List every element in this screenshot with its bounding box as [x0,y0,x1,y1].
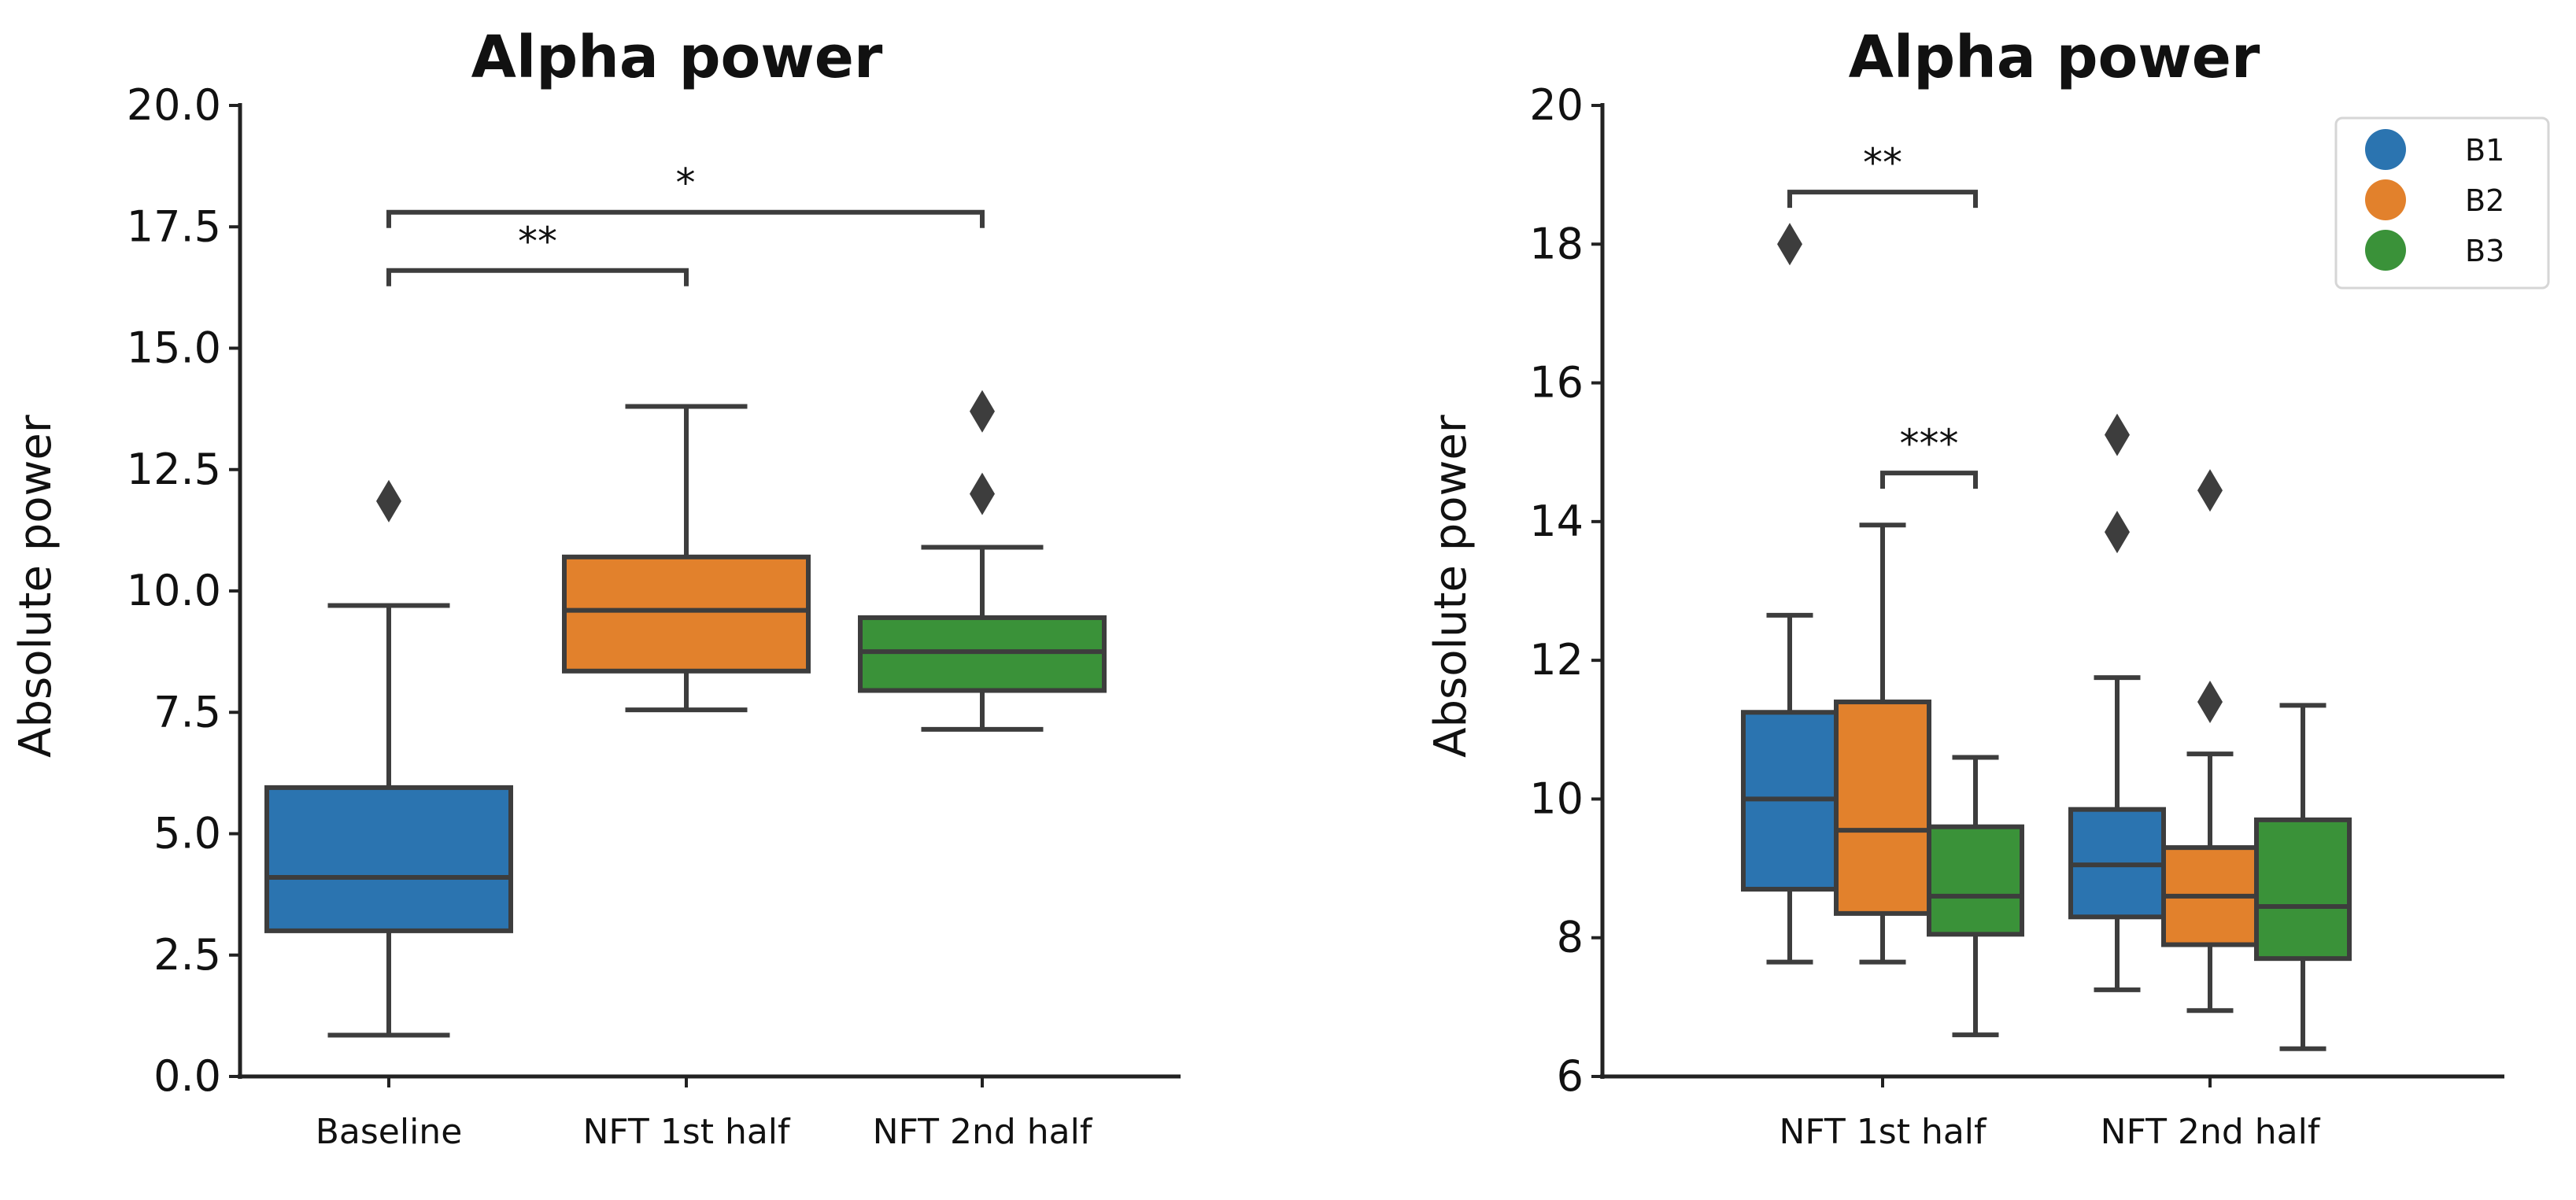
right-y-tick-label: 12 [1529,635,1584,685]
left-y-tick-label: 2.5 [153,930,221,980]
left-y-tick-label: 10.0 [127,566,221,615]
right-chart-title: Alpha power [1849,24,2260,91]
left-y-tick-label: 20.0 [127,80,221,130]
left-chart-title: Alpha power [471,24,883,91]
right-y-axis-label: Absolute power [1425,414,1476,758]
right-x-tick-label: NFT 1st half [1779,1112,1987,1152]
left-y-tick-label: 0.0 [153,1051,221,1101]
legend-label-B2: B2 [2465,183,2504,218]
right-significance-bracket [1880,471,1978,489]
left-y-tick-label: 17.5 [127,201,221,251]
right-significance-label: ** [1863,140,1902,186]
left-y-tick-label: 12.5 [127,445,221,494]
right-y-tick-label: 8 [1557,913,1584,962]
right-y-tick-label: 20 [1529,80,1584,130]
right-x-tick-label: NFT 2nd half [2101,1112,2321,1152]
left-x-tick-label: Baseline [316,1112,463,1152]
right-B2-box-1-outlier-1 [2197,469,2223,512]
left-significance-bracket [386,268,689,286]
right-B1-box-1-outlier-0 [2105,511,2130,554]
right-B3-box-0-box [1927,824,2024,937]
right-y-tick-label: 6 [1557,1051,1584,1101]
right-y-tick-label: 16 [1529,358,1584,408]
chart-marks: 0.0 2.5 5.0 7.5 10.0 12.5 15.0 17.5 20.0 Baseline… [127,80,2550,1152]
legend-marker-B3 [2365,230,2406,271]
legend-marker-B1 [2365,129,2406,170]
left-box-0-box [264,785,513,933]
right-B2-box-0-box [1834,700,1931,916]
legend-marker-B2 [2365,179,2406,220]
right-y-tick-label: 10 [1529,774,1584,823]
left-box-2-box [858,615,1107,693]
right-B1-box-0-outlier-0 [1777,223,1802,266]
right-y-tick-label: 14 [1529,497,1584,546]
left-y-axis-label: Absolute power [10,414,61,758]
left-y-tick-label: 5.0 [153,809,221,858]
right-B3-box-1-box [2254,817,2352,962]
left-y-tick-label: 15.0 [127,323,221,373]
right-y-tick-label: 18 [1529,219,1584,268]
left-x-tick-label: NFT 1st half [582,1112,791,1152]
left-y-tick-label: 7.5 [153,687,221,737]
left-box-2-outlier-1 [970,390,995,433]
right-significance-label: *** [1900,421,1959,467]
left-box-1-box [562,554,811,674]
left-significance-label: ** [518,219,557,264]
left-box-0-outlier-0 [376,479,401,522]
left-significance-bracket [386,209,985,228]
left-x-tick-label: NFT 2nd half [873,1112,1093,1152]
legend-label-B1: B1 [2465,133,2504,168]
legend-label-B3: B3 [2465,234,2504,268]
right-B2-box-1-outlier-0 [2197,681,2223,724]
left-box-2-outlier-0 [970,472,995,515]
right-significance-bracket [1787,190,1978,209]
left-significance-label: * [676,161,696,206]
right-B1-box-1-outlier-1 [2105,413,2130,456]
